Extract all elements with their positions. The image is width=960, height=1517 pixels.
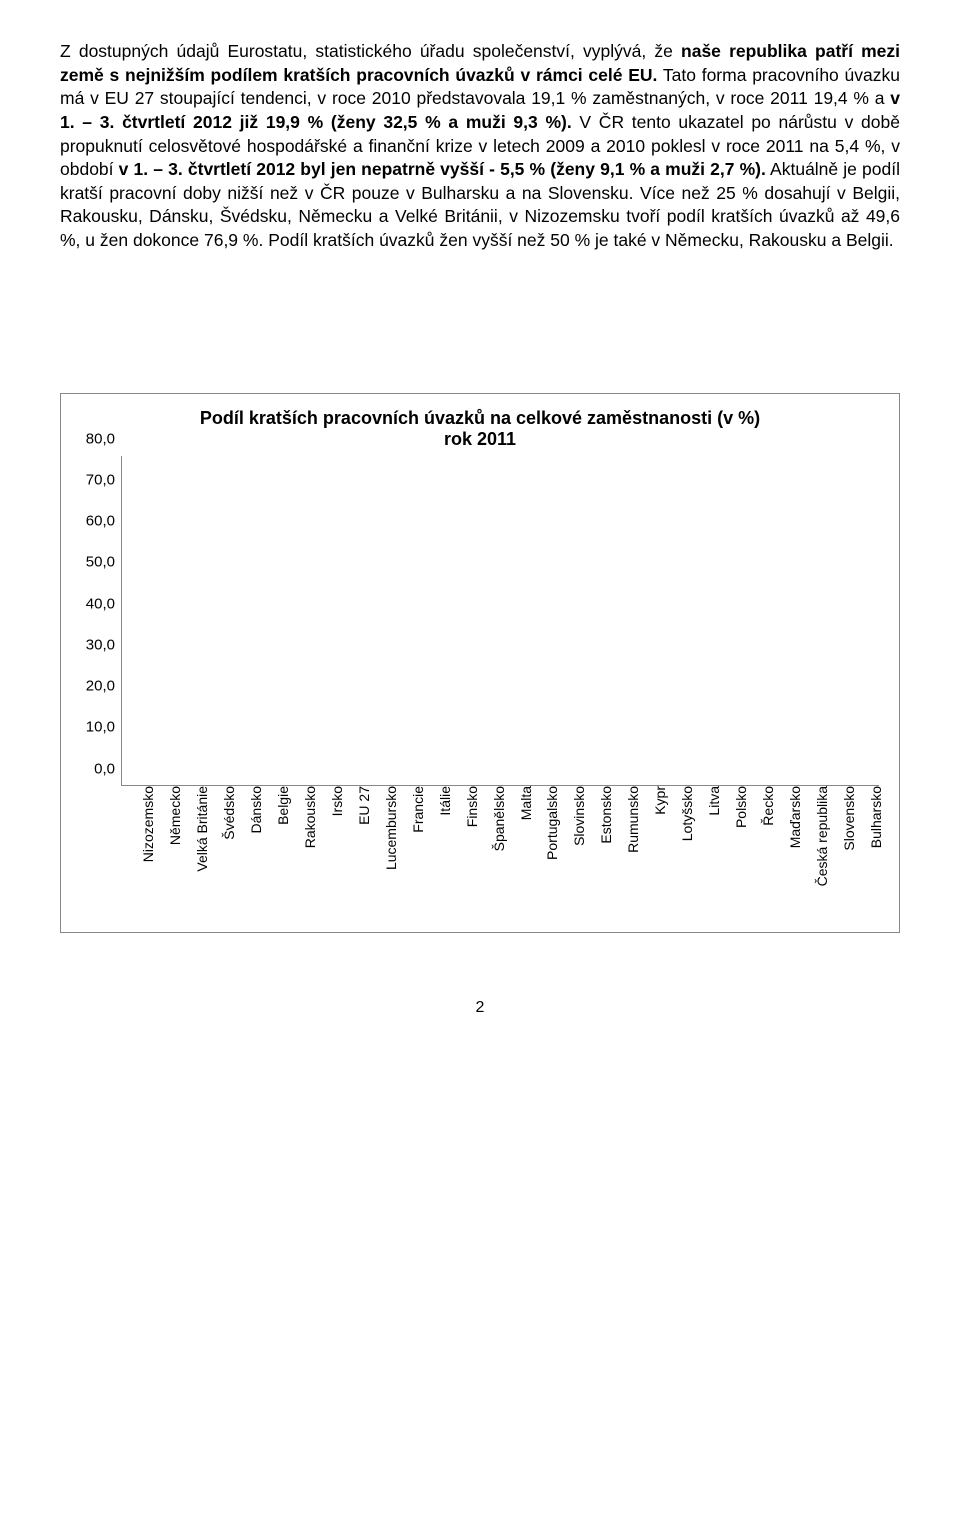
chart-title-line1: Podíl kratších pracovních úvazků na celk… <box>75 408 885 429</box>
bar-label: Irsko <box>325 786 345 816</box>
bar-label: Estonsko <box>594 786 614 844</box>
y-tick: 60,0 <box>86 513 115 530</box>
bar-label: Velká Británie <box>190 786 210 872</box>
text-s3b: v 1. – 3. čtvrtletí 2012 byl jen nepatrn… <box>119 159 766 179</box>
bar-label: Rakousko <box>298 786 318 848</box>
bar-label: Slovensko <box>837 786 857 851</box>
bar-label: Lucembursko <box>379 786 399 870</box>
page-number: 2 <box>60 999 900 1017</box>
y-tick: 10,0 <box>86 719 115 736</box>
bar-label: Nizozemsko <box>136 786 156 862</box>
bar-label: Rumunsko <box>621 786 641 853</box>
bar-label: Litva <box>702 786 722 816</box>
chart-title-line2: rok 2011 <box>75 429 885 450</box>
bars-container: NizozemskoNěmeckoVelká BritánieŠvédskoDá… <box>121 456 879 786</box>
bar-label: Itálie <box>433 786 453 816</box>
bar-label: Švédsko <box>217 786 237 840</box>
bar-label: Německo <box>163 786 183 845</box>
bar-label: Francie <box>406 786 426 833</box>
y-axis: 0,010,020,030,040,050,060,070,080,0 <box>75 456 121 786</box>
y-tick: 40,0 <box>86 595 115 612</box>
bar-label: Dánsko <box>244 786 264 833</box>
bar-label: Portugalsko <box>540 786 560 860</box>
y-tick: 70,0 <box>86 471 115 488</box>
bar-label: Polsko <box>729 786 749 828</box>
chart-container: Podíl kratších pracovních úvazků na celk… <box>60 393 900 933</box>
bar-label: EU 27 <box>352 786 372 825</box>
bar-label: Malta <box>514 786 534 820</box>
text-s1a: Z dostupných údajů Eurostatu, statistick… <box>60 41 681 61</box>
chart-title: Podíl kratších pracovních úvazků na celk… <box>75 408 885 450</box>
bar-label: Finsko <box>460 786 480 827</box>
bar-label: Bulharsko <box>864 786 884 848</box>
y-tick: 30,0 <box>86 636 115 653</box>
y-tick: 0,0 <box>94 760 115 777</box>
bar-label: Lotyšsko <box>675 786 695 841</box>
bar-label: Kypr <box>648 786 668 815</box>
bar-label: Maďarsko <box>783 786 803 848</box>
bar-label: Španělsko <box>487 786 507 851</box>
bar-label: Česká republika <box>810 786 830 886</box>
bar-label: Řecko <box>756 786 776 826</box>
body-paragraph: Z dostupných údajů Eurostatu, statistick… <box>60 40 900 253</box>
y-tick: 20,0 <box>86 678 115 695</box>
bar-label: Slovinsko <box>567 786 587 846</box>
y-tick: 80,0 <box>86 430 115 447</box>
plot-area: 0,010,020,030,040,050,060,070,080,0 Nizo… <box>121 456 879 786</box>
bar-label: Belgie <box>271 786 291 825</box>
y-tick: 50,0 <box>86 554 115 571</box>
